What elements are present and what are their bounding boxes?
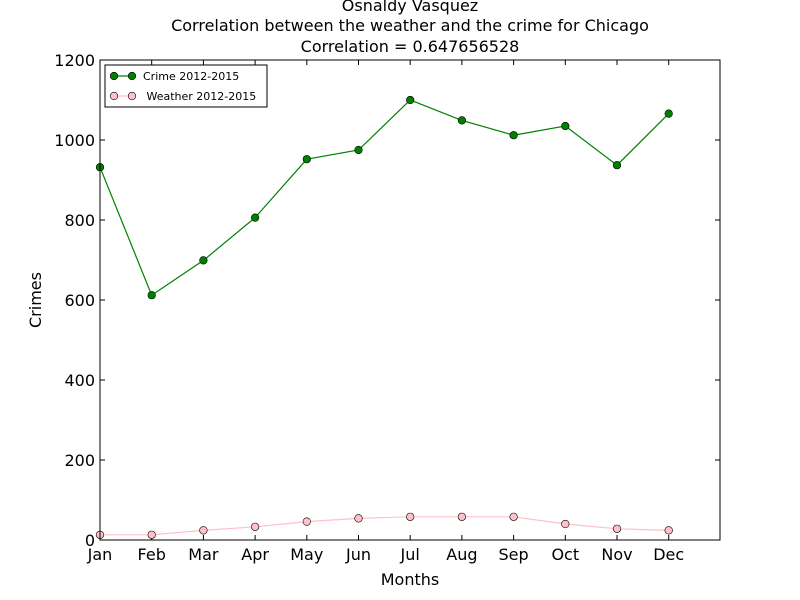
x-tick-label: Oct	[551, 545, 579, 564]
point-weather	[457, 512, 467, 521]
point-crime	[302, 155, 311, 164]
point-weather	[251, 522, 260, 531]
point-crime	[509, 131, 518, 140]
legend-marker-crime	[109, 71, 119, 81]
x-tick-label: Mar	[188, 545, 219, 564]
y-tick-label: 1200	[54, 51, 95, 70]
x-tick-label: Dec	[653, 545, 684, 564]
series-line-weather	[100, 516, 669, 536]
chart-title: Osnaldy Vasquez Correlation between the …	[171, 0, 649, 56]
x-axis-label: Months	[381, 570, 439, 589]
point-weather	[561, 519, 570, 529]
x-tick-label: Jan	[87, 545, 113, 564]
point-weather	[509, 512, 518, 521]
y-axis-label: Crimes	[26, 272, 45, 328]
point-weather	[302, 517, 311, 526]
legend-entry-weather: Weather 2012-2015	[109, 90, 256, 103]
x-tick-label: Feb	[138, 545, 166, 564]
series-layer	[95, 95, 673, 539]
point-crime	[354, 145, 363, 155]
x-tick-label: Nov	[601, 545, 632, 564]
y-tick-label: 800	[64, 211, 95, 230]
y-tick-label: 400	[64, 371, 95, 390]
point-crime	[251, 213, 260, 222]
title-line-1: Osnaldy Vasquez	[342, 0, 478, 15]
point-crime	[561, 121, 570, 131]
point-crime	[199, 256, 208, 265]
point-weather	[147, 530, 156, 539]
plot-frame	[99, 59, 721, 541]
x-tick-label: Jun	[345, 545, 371, 564]
point-crime	[147, 291, 156, 300]
title-line-2: Correlation between the weather and the …	[171, 16, 649, 35]
legend-label-weather: Weather 2012-2015	[143, 90, 256, 103]
point-crime	[406, 95, 415, 105]
point-weather	[664, 526, 673, 535]
x-tick-label: Apr	[241, 545, 269, 564]
y-tick-label: 600	[64, 291, 95, 310]
point-crime	[664, 109, 673, 118]
x-tick-label: Sep	[499, 545, 529, 564]
legend-marker-weather	[109, 91, 119, 101]
point-crime	[612, 161, 622, 170]
point-crime	[457, 116, 467, 125]
title-line-3: Correlation = 0.647656528	[301, 37, 520, 56]
point-weather	[406, 512, 415, 521]
legend-marker-weather	[127, 91, 137, 101]
point-weather	[612, 524, 622, 533]
series-line-crime	[99, 99, 670, 297]
y-tick-label: 1000	[54, 131, 95, 150]
legend-marker-crime	[127, 71, 137, 81]
x-tick-label: May	[290, 545, 323, 564]
y-tick-label: 0	[85, 531, 95, 550]
x-axis-ticks: Jan Feb Mar Apr May Jun Jul Aug Sep Oct Nov Dec	[87, 60, 684, 564]
legend-entry-crime: Crime 2012-2015	[109, 70, 239, 83]
x-tick-label: Aug	[446, 545, 477, 564]
y-tick-label: 200	[64, 451, 95, 470]
plot-area	[100, 60, 720, 540]
legend-label-crime: Crime 2012-2015	[143, 70, 239, 83]
point-weather	[199, 526, 208, 535]
x-tick-label: Jul	[400, 545, 420, 564]
y-axis-ticks: 0 200 400 600 800 1000 1200	[54, 51, 720, 550]
legend: Crime 2012-2015 Weather 2012-2015	[104, 64, 268, 108]
point-weather	[354, 514, 363, 523]
